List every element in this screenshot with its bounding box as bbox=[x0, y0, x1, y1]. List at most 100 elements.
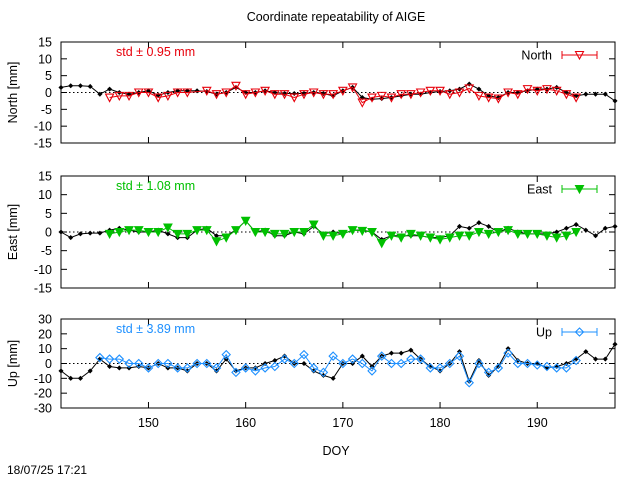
data-point bbox=[202, 358, 212, 369]
data-point bbox=[464, 231, 475, 241]
data-point bbox=[571, 93, 582, 103]
data-point bbox=[308, 88, 319, 98]
data-point bbox=[272, 357, 278, 364]
panel-north: -15 -10 -5 0 5 10 15 North [mm] std ± 0.95 mm Nor… bbox=[6, 36, 618, 151]
data-point bbox=[133, 358, 144, 369]
data-point bbox=[143, 88, 154, 98]
data-point bbox=[583, 91, 589, 97]
data-point bbox=[551, 86, 562, 96]
data-point bbox=[337, 229, 348, 240]
data-point bbox=[250, 227, 261, 238]
x-tick-label: 160 bbox=[235, 416, 256, 430]
data-point bbox=[474, 358, 484, 369]
std-annotation: std ± 3.89 mm bbox=[116, 322, 195, 336]
data-point bbox=[153, 93, 164, 103]
data-point bbox=[114, 91, 125, 102]
data-point bbox=[405, 90, 416, 100]
data-point bbox=[513, 358, 523, 369]
data-point bbox=[532, 86, 543, 96]
data-point bbox=[583, 227, 589, 233]
data-point bbox=[182, 88, 193, 98]
data-point bbox=[444, 233, 455, 243]
data-point bbox=[172, 229, 183, 240]
data-point bbox=[357, 358, 368, 369]
legend-label: East bbox=[527, 183, 553, 197]
data-point bbox=[551, 233, 562, 243]
data-point bbox=[68, 375, 74, 381]
data-point bbox=[347, 354, 358, 364]
data-point bbox=[240, 216, 251, 226]
data-point bbox=[77, 375, 83, 381]
data-point bbox=[415, 231, 426, 241]
data-point bbox=[269, 90, 280, 100]
data-point bbox=[318, 90, 329, 100]
data-point bbox=[357, 98, 368, 108]
data-point bbox=[561, 231, 572, 241]
data-point bbox=[289, 93, 300, 103]
data-point bbox=[124, 358, 134, 369]
data-point bbox=[153, 358, 163, 369]
data-point bbox=[493, 227, 504, 238]
y-tick-label: 15 bbox=[38, 170, 52, 184]
data-point bbox=[182, 363, 193, 373]
data-point bbox=[466, 81, 472, 87]
data-point bbox=[213, 368, 220, 374]
y-tick-label: 5 bbox=[45, 207, 52, 221]
data-point bbox=[415, 88, 426, 98]
data-point bbox=[367, 366, 377, 376]
data-point bbox=[162, 91, 173, 102]
data-point bbox=[542, 85, 552, 95]
data-point bbox=[328, 231, 339, 241]
data-point bbox=[201, 226, 212, 236]
data-point bbox=[503, 348, 513, 358]
data-point bbox=[153, 227, 164, 238]
data-point bbox=[386, 231, 397, 241]
data-point bbox=[464, 84, 475, 94]
data-point bbox=[311, 368, 317, 374]
data-point bbox=[124, 226, 134, 236]
x-tick-label: 180 bbox=[430, 416, 451, 430]
y-tick-label: -15 bbox=[34, 137, 52, 151]
data-point bbox=[483, 367, 494, 378]
legend-marker bbox=[574, 50, 585, 61]
data-point bbox=[435, 235, 445, 245]
plot-frame bbox=[60, 318, 616, 409]
data-point bbox=[114, 354, 125, 364]
data-point bbox=[77, 83, 83, 89]
legend-marker bbox=[574, 184, 585, 195]
data-point bbox=[143, 227, 154, 238]
data-point bbox=[396, 358, 406, 369]
data-point bbox=[211, 90, 222, 100]
data-point bbox=[337, 86, 348, 96]
data-point bbox=[279, 229, 290, 240]
y-tick-label: 30 bbox=[38, 313, 52, 327]
data-point bbox=[221, 88, 232, 98]
data-point bbox=[299, 227, 309, 238]
data-point bbox=[260, 227, 271, 238]
data-point bbox=[330, 375, 336, 381]
data-point bbox=[114, 227, 125, 238]
data-point bbox=[376, 351, 387, 361]
data-point bbox=[503, 88, 514, 98]
data-point bbox=[68, 83, 74, 89]
y-tick-label: -10 bbox=[34, 120, 52, 134]
data-point bbox=[561, 363, 572, 373]
data-point bbox=[571, 227, 582, 238]
data-point bbox=[299, 90, 309, 100]
series-line bbox=[60, 220, 616, 241]
data-point bbox=[279, 90, 290, 100]
y-tick-label: 0 bbox=[45, 86, 52, 100]
data-point bbox=[133, 226, 144, 236]
std-annotation: std ± 0.95 mm bbox=[116, 45, 195, 59]
data-point bbox=[593, 356, 599, 362]
data-point bbox=[299, 349, 309, 360]
data-point bbox=[466, 225, 472, 231]
data-point bbox=[503, 226, 514, 236]
y-tick-label: 15 bbox=[38, 36, 52, 50]
y-tick-label: -30 bbox=[34, 402, 52, 416]
y-tick-label: -5 bbox=[41, 244, 52, 258]
data-point bbox=[68, 235, 74, 241]
y-tick-label: 20 bbox=[38, 327, 52, 341]
